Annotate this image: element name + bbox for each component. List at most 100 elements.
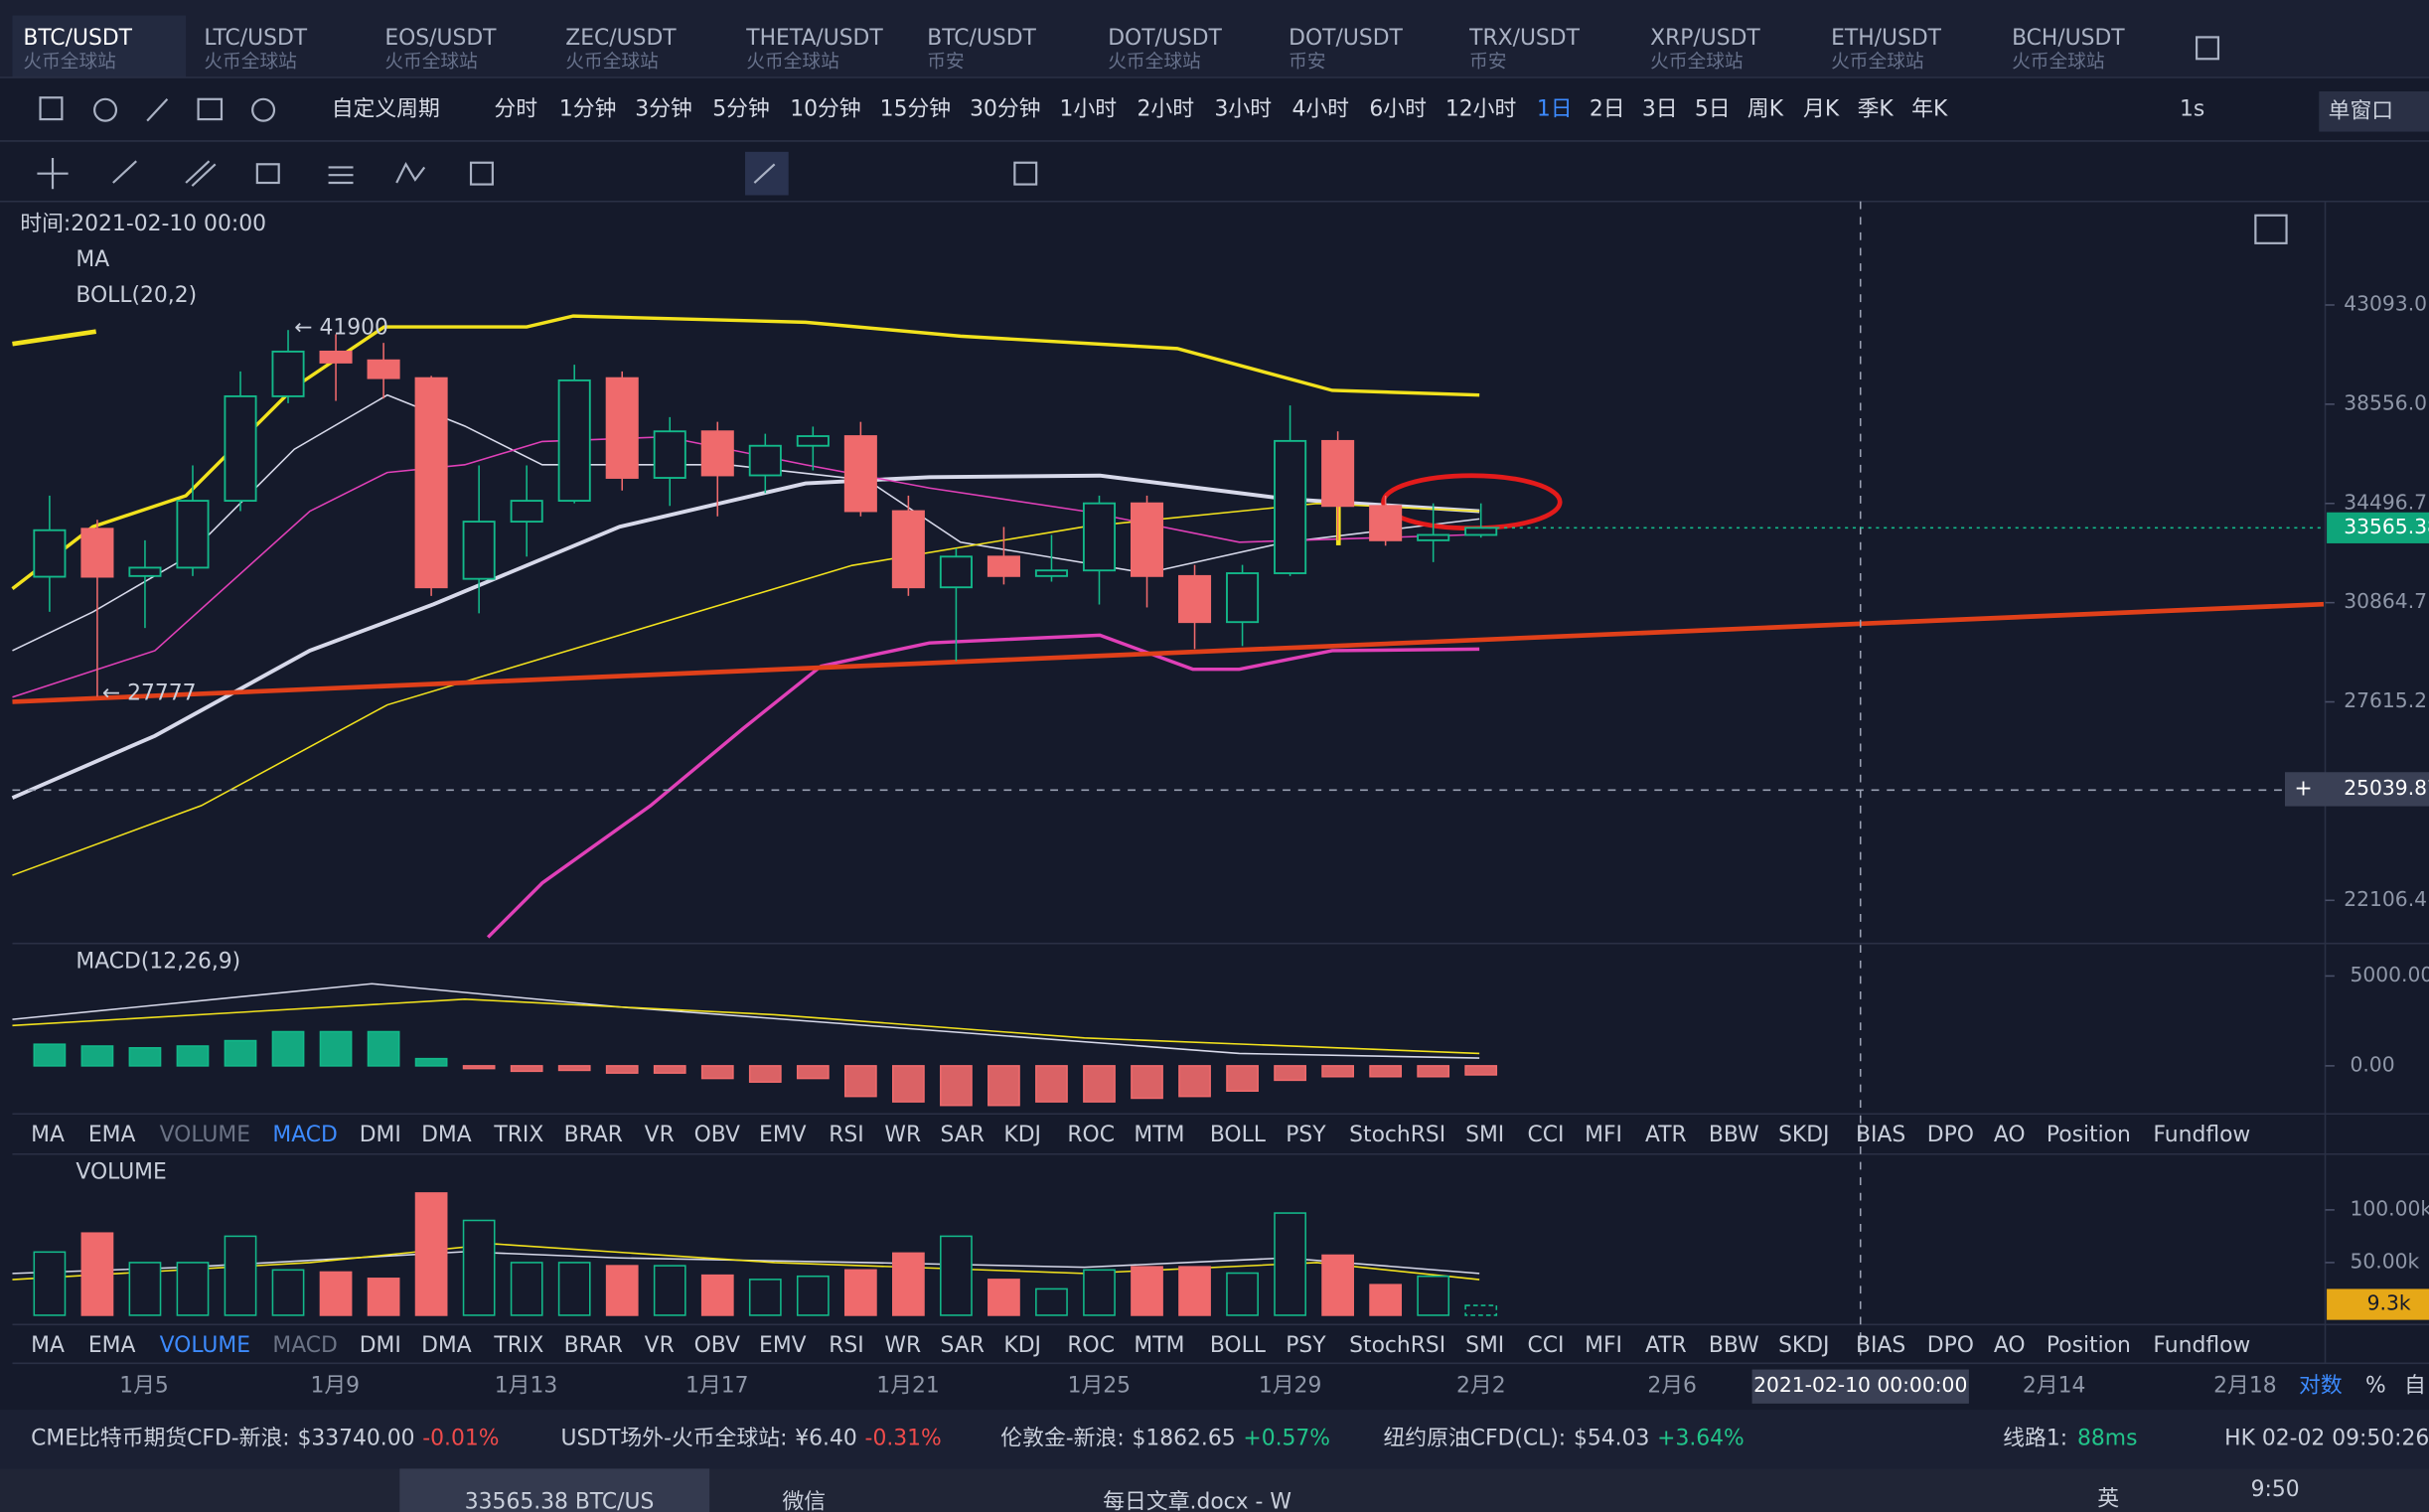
tab-pair[interactable]: DOT/USDT [1108, 26, 1222, 51]
period[interactable]: 5分钟 [712, 97, 770, 122]
period[interactable]: 3日 [1642, 97, 1678, 122]
tab-pair[interactable]: BTC/USDT [927, 26, 1036, 51]
indicator-tab[interactable]: DPO [1927, 1333, 1974, 1358]
indicator-tab[interactable]: SKDJ [1778, 1123, 1829, 1147]
period[interactable]: 5日 [1695, 97, 1731, 122]
indicator-tab[interactable]: Position [2047, 1333, 2131, 1358]
period[interactable]: 月K [1803, 97, 1840, 122]
icon[interactable] [93, 97, 118, 122]
toolbar-right[interactable]: 单窗口 [2329, 98, 2393, 123]
indicator-tab[interactable]: SMI [1465, 1123, 1504, 1147]
indicator-tab[interactable]: BOLL [1210, 1123, 1267, 1147]
indicator-tab[interactable]: BIAS [1856, 1333, 1905, 1358]
tab-pair[interactable]: ETH/USDT [1831, 26, 1942, 51]
indicator-tab[interactable]: ROC [1067, 1333, 1115, 1358]
indicator-tab[interactable]: EMA [88, 1123, 136, 1147]
indicator-tab[interactable]: ATR [1645, 1123, 1687, 1147]
indicator-tab[interactable]: PSY [1286, 1123, 1326, 1147]
indicator-tab[interactable]: MACD [272, 1123, 337, 1147]
indicator-tab[interactable]: MTM [1134, 1333, 1184, 1358]
period[interactable]: 1日 [1537, 97, 1573, 122]
period[interactable]: 15分钟 [880, 97, 951, 122]
icon[interactable] [39, 96, 64, 121]
icon[interactable] [395, 162, 426, 184]
period[interactable]: 3小时 [1214, 97, 1272, 122]
taskbar-item[interactable]: 33565.38 BTC/US [465, 1490, 655, 1512]
indicator-tab[interactable]: CCI [1527, 1123, 1564, 1147]
indicator-tab[interactable]: BRAR [564, 1123, 623, 1147]
indicator-tab[interactable]: MFI [1585, 1333, 1622, 1358]
indicator-tab[interactable]: BOLL [1210, 1333, 1267, 1358]
indicator-tab[interactable]: VR [645, 1333, 675, 1358]
indicator-tab[interactable]: SMI [1465, 1333, 1504, 1358]
icon[interactable] [37, 158, 69, 190]
period[interactable]: 1小时 [1060, 97, 1118, 122]
scale-option[interactable]: 对数 [2299, 1374, 2343, 1399]
indicator-tab[interactable]: MTM [1134, 1123, 1184, 1147]
indicator-tab[interactable]: EMA [88, 1333, 136, 1358]
icon[interactable] [112, 160, 137, 184]
indicator-tab[interactable]: StochRSI [1349, 1333, 1445, 1358]
scale-option[interactable]: % [2365, 1374, 2386, 1399]
indicator-tab[interactable]: WR [884, 1333, 921, 1358]
period[interactable]: 3分钟 [635, 97, 692, 122]
icon[interactable] [146, 98, 169, 122]
indicator-tab[interactable]: VR [645, 1123, 675, 1147]
tab-pair[interactable]: EOS/USDT [384, 26, 497, 51]
indicator-tab[interactable]: EMV [759, 1333, 807, 1358]
window-button[interactable] [2319, 91, 2429, 132]
tab-pair[interactable]: BCH/USDT [2012, 26, 2125, 51]
toolbar-right[interactable]: 1s [2180, 97, 2204, 122]
taskbar-item[interactable]: 每日文章.docx - W [1103, 1490, 1291, 1512]
indicator-tab[interactable]: DMI [360, 1123, 401, 1147]
period[interactable]: 年K [1911, 97, 1948, 122]
indicator-tab[interactable]: Position [2047, 1123, 2131, 1147]
indicator-tab[interactable]: RSI [829, 1123, 863, 1147]
indicator-tab[interactable]: VOLUME [160, 1123, 250, 1147]
indicator-tab[interactable]: StochRSI [1349, 1123, 1445, 1147]
icon-active[interactable] [745, 151, 789, 196]
indicator-tab[interactable]: MA [31, 1123, 65, 1147]
indicator-tab[interactable]: BRAR [564, 1333, 623, 1358]
icon[interactable] [328, 166, 354, 185]
fullscreen[interactable] [2254, 214, 2288, 244]
indicator-tab[interactable]: OBV [694, 1333, 740, 1358]
add-tab[interactable] [2196, 36, 2220, 61]
indicator-tab[interactable]: MA [31, 1333, 65, 1358]
indicator-tab[interactable]: OBV [694, 1123, 740, 1147]
indicator-tab[interactable]: DMA [421, 1123, 472, 1147]
tab-pair[interactable]: LTC/USDT [204, 26, 307, 51]
period[interactable]: 30分钟 [970, 97, 1040, 122]
period[interactable]: 12小时 [1445, 97, 1516, 122]
indicator-tab[interactable]: MACD [272, 1333, 337, 1358]
indicator-tab[interactable]: VOLUME [160, 1333, 250, 1358]
period[interactable]: 1分钟 [559, 97, 617, 122]
indicator-tab[interactable]: SKDJ [1778, 1333, 1829, 1358]
period[interactable]: 10分钟 [790, 97, 860, 122]
indicator-tab[interactable]: BIAS [1856, 1123, 1905, 1147]
indicator-tab[interactable]: MFI [1585, 1123, 1622, 1147]
indicator-tab[interactable]: Fundflow [2153, 1123, 2250, 1147]
indicator-tab[interactable]: DMA [421, 1333, 472, 1358]
scale-option[interactable]: 自 [2404, 1374, 2426, 1399]
indicator-tab[interactable]: DMI [360, 1333, 401, 1358]
icon[interactable] [1013, 161, 1038, 186]
period[interactable]: 季K [1858, 97, 1895, 122]
period[interactable]: 自定义周期 [332, 97, 440, 122]
indicator-tab[interactable]: KDJ [1003, 1333, 1041, 1358]
indicator-tab[interactable]: ATR [1645, 1333, 1687, 1358]
period[interactable]: 2小时 [1138, 97, 1195, 122]
indicator-tab[interactable]: BBW [1709, 1333, 1759, 1358]
period[interactable]: 周K [1747, 97, 1784, 122]
indicator-tab[interactable]: PSY [1286, 1333, 1326, 1358]
taskbar-item[interactable]: 微信 [782, 1490, 826, 1512]
indicator-tab[interactable]: Fundflow [2153, 1333, 2250, 1358]
period[interactable]: 6小时 [1369, 97, 1427, 122]
period[interactable]: 分时 [494, 97, 537, 122]
indicator-tab[interactable]: SAR [941, 1123, 985, 1147]
indicator-tab[interactable]: WR [884, 1123, 921, 1147]
indicator-tab[interactable]: SAR [941, 1333, 985, 1358]
indicator-tab[interactable]: ROC [1067, 1123, 1115, 1147]
icon[interactable] [251, 97, 276, 122]
indicator-tab[interactable]: AO [1994, 1123, 2026, 1147]
